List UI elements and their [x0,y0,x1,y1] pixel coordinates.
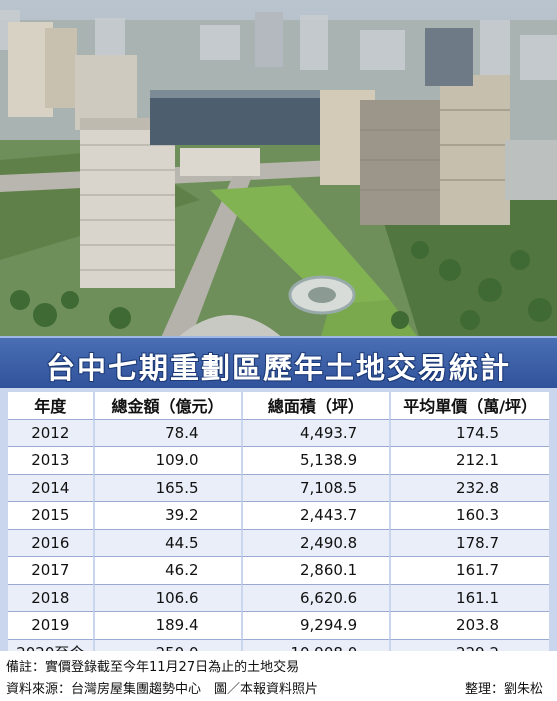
cell-amount: 189.4 [92,612,241,640]
cell-price-value: 174.5 [456,423,499,442]
cell-price-value: 232.8 [456,478,499,497]
cell-amount: 39.2 [92,502,241,530]
land-transaction-table: 年度 總金額（億元） 總面積（坪） 平均單價（萬/坪） 2012 78.4 4,49… [8,392,549,667]
column-header-price: 平均單價（萬/坪） [389,392,549,420]
cell-year: 2018 [8,584,93,612]
cell-area-value: 2,490.8 [299,533,358,552]
aerial-city-illustration [0,0,557,340]
cell-area-value: 6,620.6 [299,588,358,607]
compiler-credit: 整理：劉朱松 [464,682,543,697]
cell-amount-value: 106.6 [155,588,199,607]
table-row: 2019 189.4 9,294.9 203.8 [8,612,549,640]
table-row: 2017 46.2 2,860.1 161.7 [8,557,549,585]
cell-amount: 165.5 [92,474,241,502]
table-row: 2018 106.6 6,620.6 161.1 [8,584,549,612]
table-row: 2014 165.5 7,108.5 232.8 [8,474,549,502]
cell-price-value: 161.1 [456,588,499,607]
cell-price: 161.7 [389,557,549,585]
cell-area-value: 9,294.9 [299,616,358,635]
cell-amount: 109.0 [92,447,241,475]
column-header-area: 總面積（坪） [240,392,390,420]
chart-title: 台中七期重劃區歷年土地交易統計 [45,351,511,385]
cell-amount-value: 46.2 [165,561,199,580]
cell-price: 232.8 [389,474,549,502]
cell-price-value: 161.7 [456,561,499,580]
table-row: 2016 44.5 2,490.8 178.7 [8,529,549,557]
cell-price-value: 178.7 [456,533,499,552]
cell-amount-value: 189.4 [155,616,199,635]
cell-year: 2019 [8,612,93,640]
table-header-row: 年度 總金額（億元） 總面積（坪） 平均單價（萬/坪） [8,392,549,420]
cell-area: 2,443.7 [240,502,390,530]
cell-amount-value: 78.4 [165,423,199,442]
cell-price-value: 203.8 [456,616,499,635]
cell-area: 2,490.8 [240,529,390,557]
source-note: 資料來源：台灣房屋集團趨勢中心 圖／本報資料照片 [6,682,319,697]
cell-area-value: 5,138.9 [299,451,358,470]
cell-year-value: 2012 [31,423,70,442]
cell-year: 2012 [8,419,93,447]
cell-area: 6,620.6 [240,584,390,612]
cell-year-value: 2019 [31,616,70,635]
cell-year: 2014 [8,474,93,502]
cell-year-value: 2018 [31,588,70,607]
aerial-city-photo [0,0,557,340]
cell-area-value: 2,860.1 [299,561,358,580]
cell-amount: 106.6 [92,584,241,612]
cell-year-value: 2014 [31,478,70,497]
cell-price: 212.1 [389,447,549,475]
cell-amount: 46.2 [92,557,241,585]
cell-year-value: 2015 [31,506,70,525]
cell-price: 174.5 [389,419,549,447]
cell-amount-value: 44.5 [165,533,199,552]
table-row: 2012 78.4 4,493.7 174.5 [8,419,549,447]
title-bar: 台中七期重劃區歷年土地交易統計 [0,336,557,390]
cell-area: 5,138.9 [240,447,390,475]
cell-year: 2017 [8,557,93,585]
table-row: 2013 109.0 5,138.9 212.1 [8,447,549,475]
table-row: 2015 39.2 2,443.7 160.3 [8,502,549,530]
cell-area: 4,493.7 [240,419,390,447]
cell-amount: 44.5 [92,529,241,557]
cell-area: 2,860.1 [240,557,390,585]
cell-year: 2013 [8,447,93,475]
cell-area: 7,108.5 [240,474,390,502]
cell-year-value: 2013 [31,451,70,470]
footnotes: 備註：實價登錄截至今年11月27日為止的土地交易 資料來源：台灣房屋集團趨勢中心… [0,651,557,701]
cell-price: 160.3 [389,502,549,530]
cell-price-value: 160.3 [456,506,499,525]
cell-price: 178.7 [389,529,549,557]
cell-year-value: 2016 [31,533,70,552]
cell-year: 2016 [8,529,93,557]
cell-amount-value: 109.0 [155,451,199,470]
cell-area-value: 4,493.7 [299,423,358,442]
column-header-amount: 總金額（億元） [92,392,241,420]
cell-area-value: 7,108.5 [299,478,358,497]
cell-price: 203.8 [389,612,549,640]
cell-year-value: 2017 [31,561,70,580]
cell-amount-value: 39.2 [165,506,199,525]
data-table-panel: 年度 總金額（億元） 總面積（坪） 平均單價（萬/坪） 2012 78.4 4,49… [0,388,557,667]
cell-area: 9,294.9 [240,612,390,640]
remark-note: 備註：實價登錄截至今年11月27日為止的土地交易 [6,660,300,675]
cell-amount-value: 165.5 [155,478,199,497]
table-body: 2012 78.4 4,493.7 174.5 2013 109.0 5,138.9 212.… [8,419,549,667]
cell-price-value: 212.1 [456,451,499,470]
cell-year: 2015 [8,502,93,530]
column-header-year: 年度 [8,392,93,420]
cell-area-value: 2,443.7 [299,506,358,525]
cell-price: 161.1 [389,584,549,612]
cell-amount: 78.4 [92,419,241,447]
